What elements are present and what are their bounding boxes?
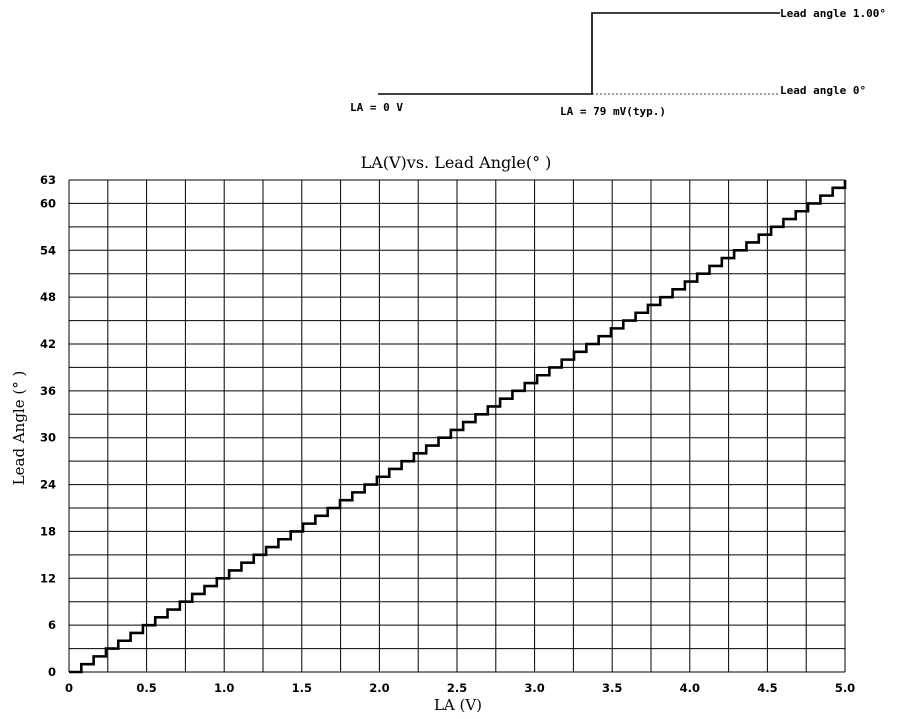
- y-tick-label: 24: [40, 478, 56, 492]
- lead-angle-staircase-line: [69, 180, 847, 674]
- x-tick-label: 2.0: [369, 681, 389, 695]
- x-tick-label: 1.5: [292, 681, 312, 695]
- lead-angle-high-label: Lead angle 1.00°: [780, 7, 886, 20]
- y-tick-label: 12: [40, 571, 56, 585]
- y-axis-title: Lead Angle (° ): [10, 371, 28, 486]
- x-tick-label: 0: [65, 681, 73, 695]
- y-tick-label: 54: [40, 243, 56, 257]
- chart-series: [69, 180, 847, 674]
- la-zero-label: LA = 0 V: [350, 101, 403, 114]
- y-tick-label: 18: [40, 524, 56, 538]
- step-waveform-line: [378, 12, 780, 95]
- y-tick-label: 63: [40, 173, 56, 187]
- y-tick-label: 42: [40, 337, 56, 351]
- y-tick-label: 60: [40, 196, 56, 210]
- x-tick-label: 3.0: [524, 681, 544, 695]
- y-tick-label: 48: [40, 290, 56, 304]
- y-tick-label: 30: [40, 431, 56, 445]
- x-tick-label: 3.5: [602, 681, 622, 695]
- x-tick-label: 5.0: [835, 681, 855, 695]
- x-tick-label: 4.5: [757, 681, 777, 695]
- x-tick-label: 2.5: [447, 681, 467, 695]
- x-tick-label: 0.5: [136, 681, 156, 695]
- y-tick-labels: 0 6 12 18 24 30 36 42 48 54 60 63: [40, 173, 56, 679]
- step-diagram: Lead angle 1.00° Lead angle 0° LA = 0 V …: [350, 7, 886, 118]
- y-tick-label: 0: [48, 665, 56, 679]
- x-axis-title: LA (V): [434, 696, 482, 714]
- x-tick-labels: 0 0.5 1.0 1.5 2.0 2.5 3.0 3.5 4.0 4.5 5.0: [65, 681, 855, 695]
- chart-grid: [68, 179, 846, 673]
- lead-angle-low-label: Lead angle 0°: [780, 84, 866, 97]
- x-tick-label: 1.0: [214, 681, 234, 695]
- x-tick-label: 4.0: [680, 681, 700, 695]
- y-tick-label: 6: [48, 618, 56, 632]
- la-threshold-label: LA = 79 mV(typ.): [560, 105, 666, 118]
- y-tick-label: 36: [40, 384, 56, 398]
- chart-title: LA(V)vs. Lead Angle(° ): [361, 153, 552, 172]
